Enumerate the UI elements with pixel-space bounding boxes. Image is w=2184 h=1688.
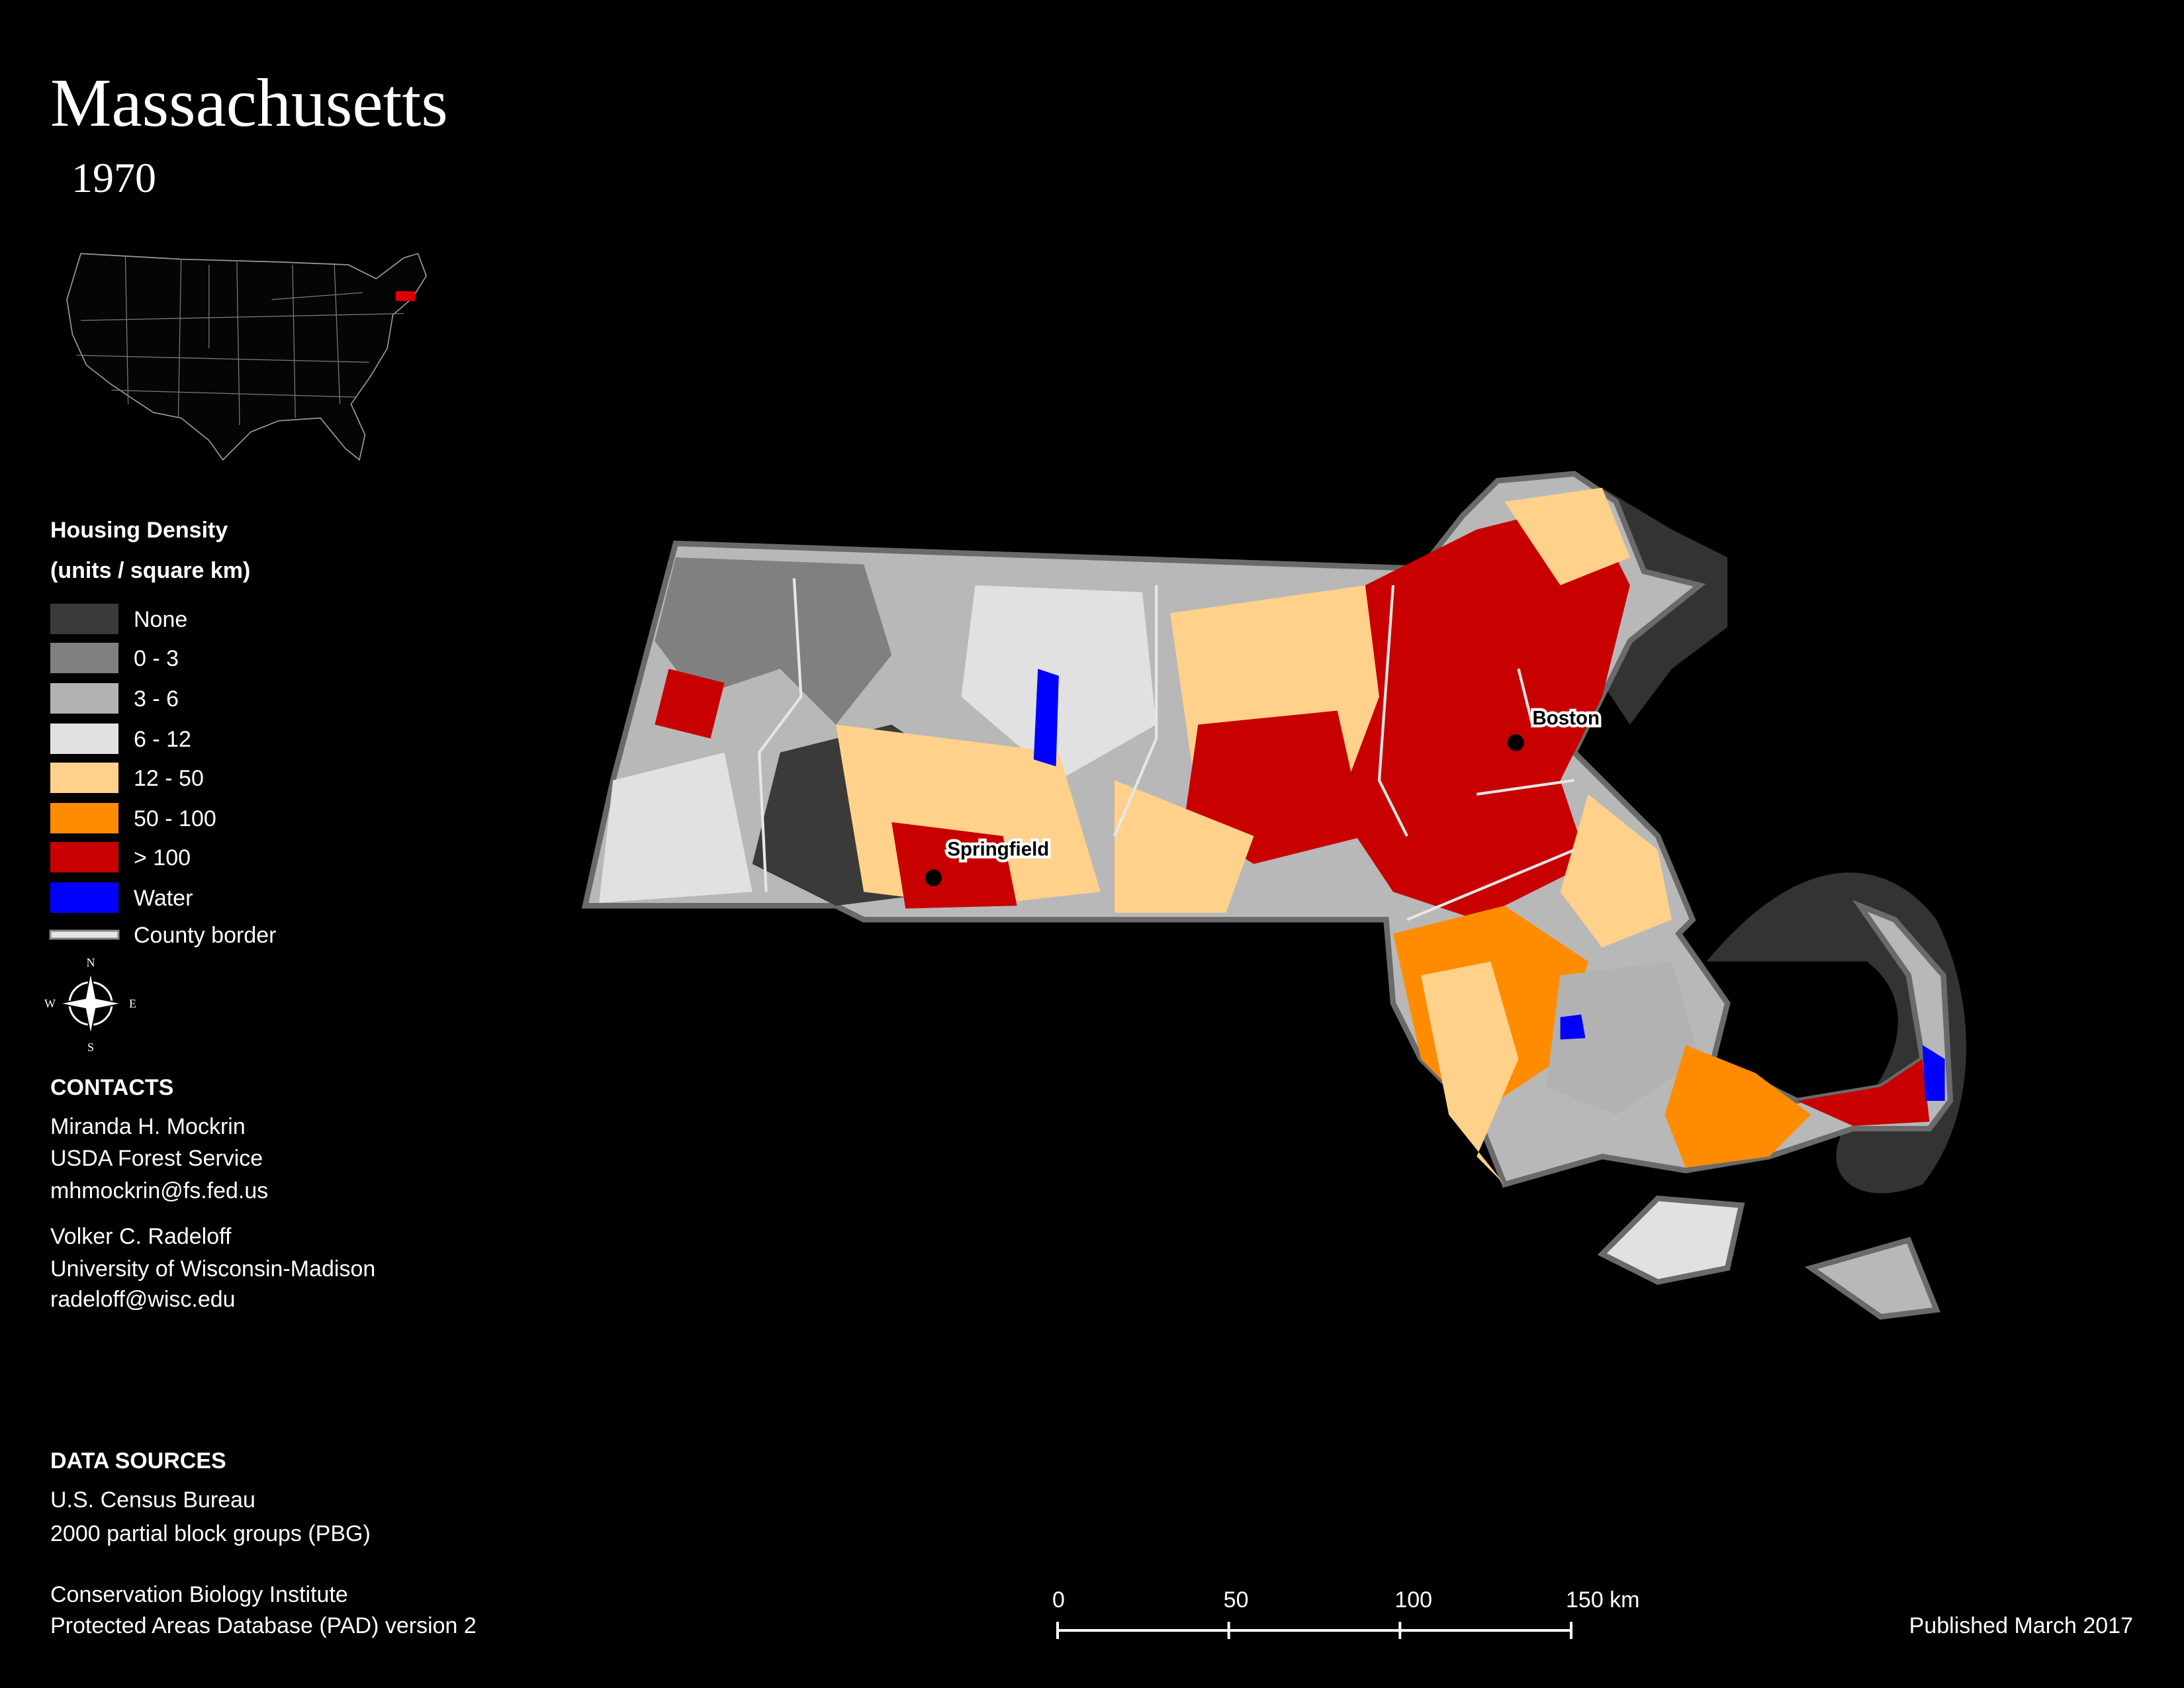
compass-e: E (129, 997, 136, 1010)
water (1033, 669, 1059, 767)
legend-label: Water (134, 886, 193, 911)
county-borders (758, 578, 1575, 921)
patch (1504, 487, 1630, 586)
compass-star (58, 971, 123, 1036)
legend-label: County border (134, 923, 276, 948)
nantucket (1804, 1237, 1940, 1320)
legend-label: 3 - 6 (134, 686, 179, 712)
source-line: 2000 partial block groups (PBG) (50, 1521, 371, 1546)
patch (1664, 1045, 1811, 1168)
scale-label: 150 km (1566, 1587, 1640, 1613)
water (1922, 1045, 1945, 1101)
contact-line: Miranda H. Mockrin (50, 1114, 246, 1139)
legend-title: Housing Density (50, 518, 228, 543)
patch (599, 752, 752, 904)
patch (891, 821, 1017, 909)
patch (1115, 780, 1254, 913)
data-sources-title: DATA SOURCES (50, 1448, 226, 1474)
us-outline (66, 253, 428, 461)
contact-line: mhmockrin@fs.fed.us (50, 1178, 268, 1203)
patch (1337, 501, 1630, 920)
legend-label: 50 - 100 (134, 806, 216, 831)
water (1560, 1014, 1586, 1040)
legend-swatch (50, 604, 118, 634)
scale-bar: 0 50 100 150 km (1052, 1587, 1640, 1639)
legend-label: 0 - 3 (134, 646, 179, 671)
patch (1184, 710, 1365, 865)
city-dot (1507, 734, 1524, 751)
density-patches (599, 487, 1945, 1185)
source-line: Conservation Biology Institute (50, 1582, 348, 1607)
legend-label: None (134, 607, 187, 632)
map-subtitle: 1970 (71, 154, 156, 201)
legend-label: 12 - 50 (134, 766, 204, 791)
legend-swatch (50, 882, 118, 913)
patch (1797, 1058, 1930, 1126)
scale-label: 50 (1224, 1587, 1249, 1613)
legend-swatch (50, 763, 118, 793)
patch (655, 669, 725, 739)
patch (961, 585, 1157, 780)
patch (1560, 794, 1672, 948)
massachusetts-highlight (395, 291, 416, 301)
compass-w: W (44, 997, 56, 1010)
locator-inset (66, 253, 428, 461)
legend-swatch (50, 683, 118, 714)
massachusetts-map: Boston Springfield (581, 471, 1966, 1320)
data-sources: U.S. Census Bureau 2000 partial block gro… (50, 1487, 477, 1638)
city-label: Springfield (947, 838, 1049, 860)
legend-label: > 100 (134, 845, 191, 870)
legend-swatch (50, 724, 118, 754)
map-title: Massachusetts (50, 65, 448, 141)
contact-line: Volker C. Radeloff (50, 1224, 232, 1249)
legend-label: 6 - 12 (134, 727, 191, 752)
scale-label: 0 (1052, 1587, 1065, 1613)
contact-line: University of Wisconsin-Madison (50, 1256, 375, 1282)
patch (1546, 961, 1700, 1115)
city-label: Boston (1533, 708, 1600, 729)
compass-n: N (87, 956, 95, 969)
source-line: Protected Areas Database (PAD) version 2 (50, 1613, 477, 1638)
patch (1421, 961, 1519, 1185)
contact-line: USDA Forest Service (50, 1146, 263, 1171)
compass-s: S (87, 1041, 94, 1054)
legend-swatch (50, 643, 118, 673)
scale-label: 100 (1394, 1587, 1432, 1613)
compass: N E S W (44, 956, 136, 1054)
legend-swatch (50, 842, 118, 872)
state-borders (76, 256, 404, 426)
published-date: Published March 2017 (1909, 1613, 2133, 1638)
marthas-vineyard (1597, 1195, 1745, 1286)
legend: None 0 - 3 3 - 6 6 - 12 12 - 50 50 - 100 > 100… (49, 604, 276, 948)
legend-swatch (50, 803, 118, 833)
source-line: U.S. Census Bureau (50, 1487, 255, 1513)
contact-line: radeloff@wisc.edu (50, 1287, 236, 1312)
contacts: Miranda H. Mockrin USDA Forest Service mhm… (50, 1114, 375, 1312)
city-dot (925, 869, 942, 886)
contacts-title: CONTACTS (50, 1075, 173, 1100)
legend-swatch (49, 929, 120, 940)
legend-subtitle: (units / square km) (50, 558, 250, 583)
